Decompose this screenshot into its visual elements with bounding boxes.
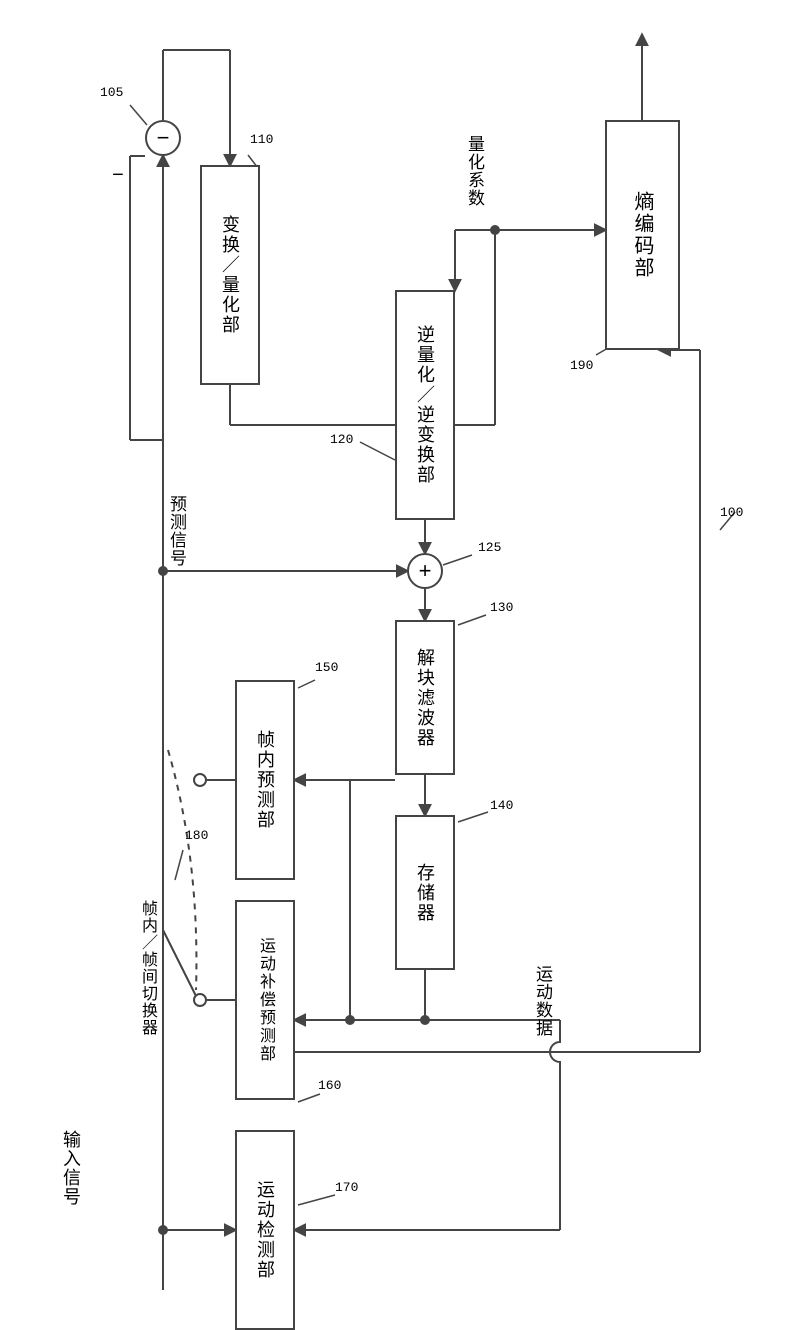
block-transform-quantize: 变换／量化部	[200, 165, 260, 385]
block-inverse-quantize-transform: 逆量化／逆变换部	[395, 290, 455, 520]
label-intra-inter-switch: 帧内／帧间切换器	[135, 900, 159, 1036]
block-motion-compensated-prediction: 运动补偿预测部	[235, 900, 295, 1100]
label-prediction-signal: 预测信号	[164, 495, 189, 567]
ref-100: 100	[720, 505, 743, 520]
plus-icon: +	[419, 558, 432, 584]
block-deblocking-filter: 解块滤波器	[395, 620, 455, 775]
ref-120: 120	[330, 432, 353, 447]
ref-125: 125	[478, 540, 501, 555]
ref-110: 110	[250, 132, 273, 147]
ref-170: 170	[335, 1180, 358, 1195]
ref-105: 105	[100, 85, 123, 100]
minus-icon: −	[157, 125, 170, 151]
ref-140: 140	[490, 798, 513, 813]
ref-130: 130	[490, 600, 513, 615]
ref-150: 150	[315, 660, 338, 675]
label-quantized-coeff: 量化系数	[462, 135, 487, 207]
block-motion-detect: 运动检测部	[235, 1130, 295, 1330]
label-input-signal: 输入信号	[58, 1130, 84, 1206]
ref-160: 160	[318, 1078, 341, 1093]
ref-180: 180	[185, 828, 208, 843]
block-memory: 存储器	[395, 815, 455, 970]
adder: +	[407, 553, 443, 589]
ref-190: 190	[570, 358, 593, 373]
block-entropy-encode: 熵编码部	[605, 120, 680, 350]
subtractor: −	[145, 120, 181, 156]
label-motion-data: 运动数据	[530, 965, 555, 1037]
block-intra-prediction: 帧内预测部	[235, 680, 295, 880]
minus-port-label: −	[112, 165, 124, 188]
